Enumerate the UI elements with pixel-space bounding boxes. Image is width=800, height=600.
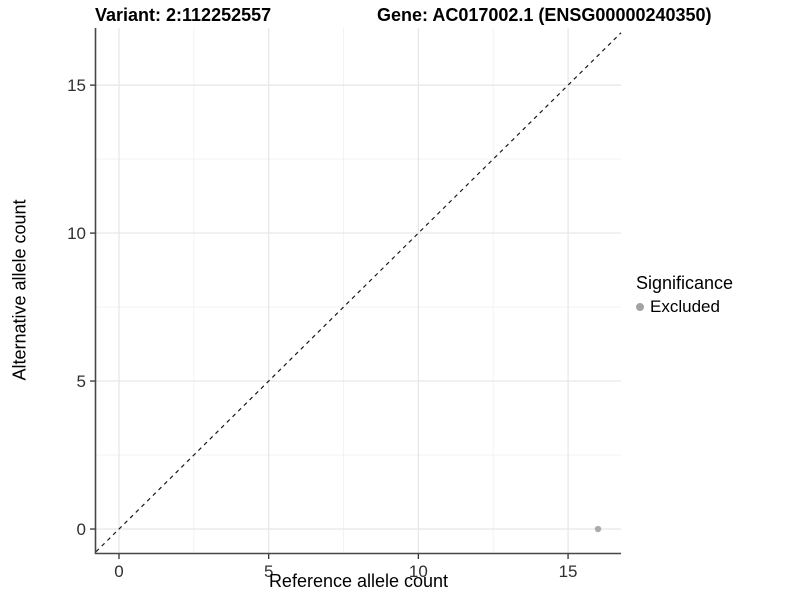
legend-item-excluded: Excluded bbox=[636, 297, 733, 317]
plot-title-gene: Gene: AC017002.1 (ENSG00000240350) bbox=[377, 5, 712, 25]
x-tick-label: 5 bbox=[264, 562, 273, 581]
plot-title-variant: Variant: 2:112252557 bbox=[95, 5, 272, 25]
x-tick-label: 15 bbox=[559, 562, 578, 581]
legend: Significance Excluded bbox=[636, 273, 733, 317]
legend-key-dot-icon bbox=[636, 303, 644, 311]
y-tick-label: 5 bbox=[77, 372, 86, 391]
x-tick-label: 10 bbox=[409, 562, 428, 581]
y-tick-label: 0 bbox=[77, 520, 86, 539]
x-axis-title: Reference allele count bbox=[268, 571, 449, 591]
data-point bbox=[594, 525, 602, 533]
y-tick-label: 10 bbox=[67, 224, 86, 243]
legend-title: Significance bbox=[636, 273, 734, 293]
legend-item-label: Excluded bbox=[650, 297, 720, 316]
x-tick-label: 0 bbox=[114, 562, 123, 581]
y-tick-label: 15 bbox=[67, 76, 86, 95]
y-axis-title: Alternative allele count bbox=[9, 199, 30, 381]
identity-dashed-line bbox=[95, 32, 622, 553]
